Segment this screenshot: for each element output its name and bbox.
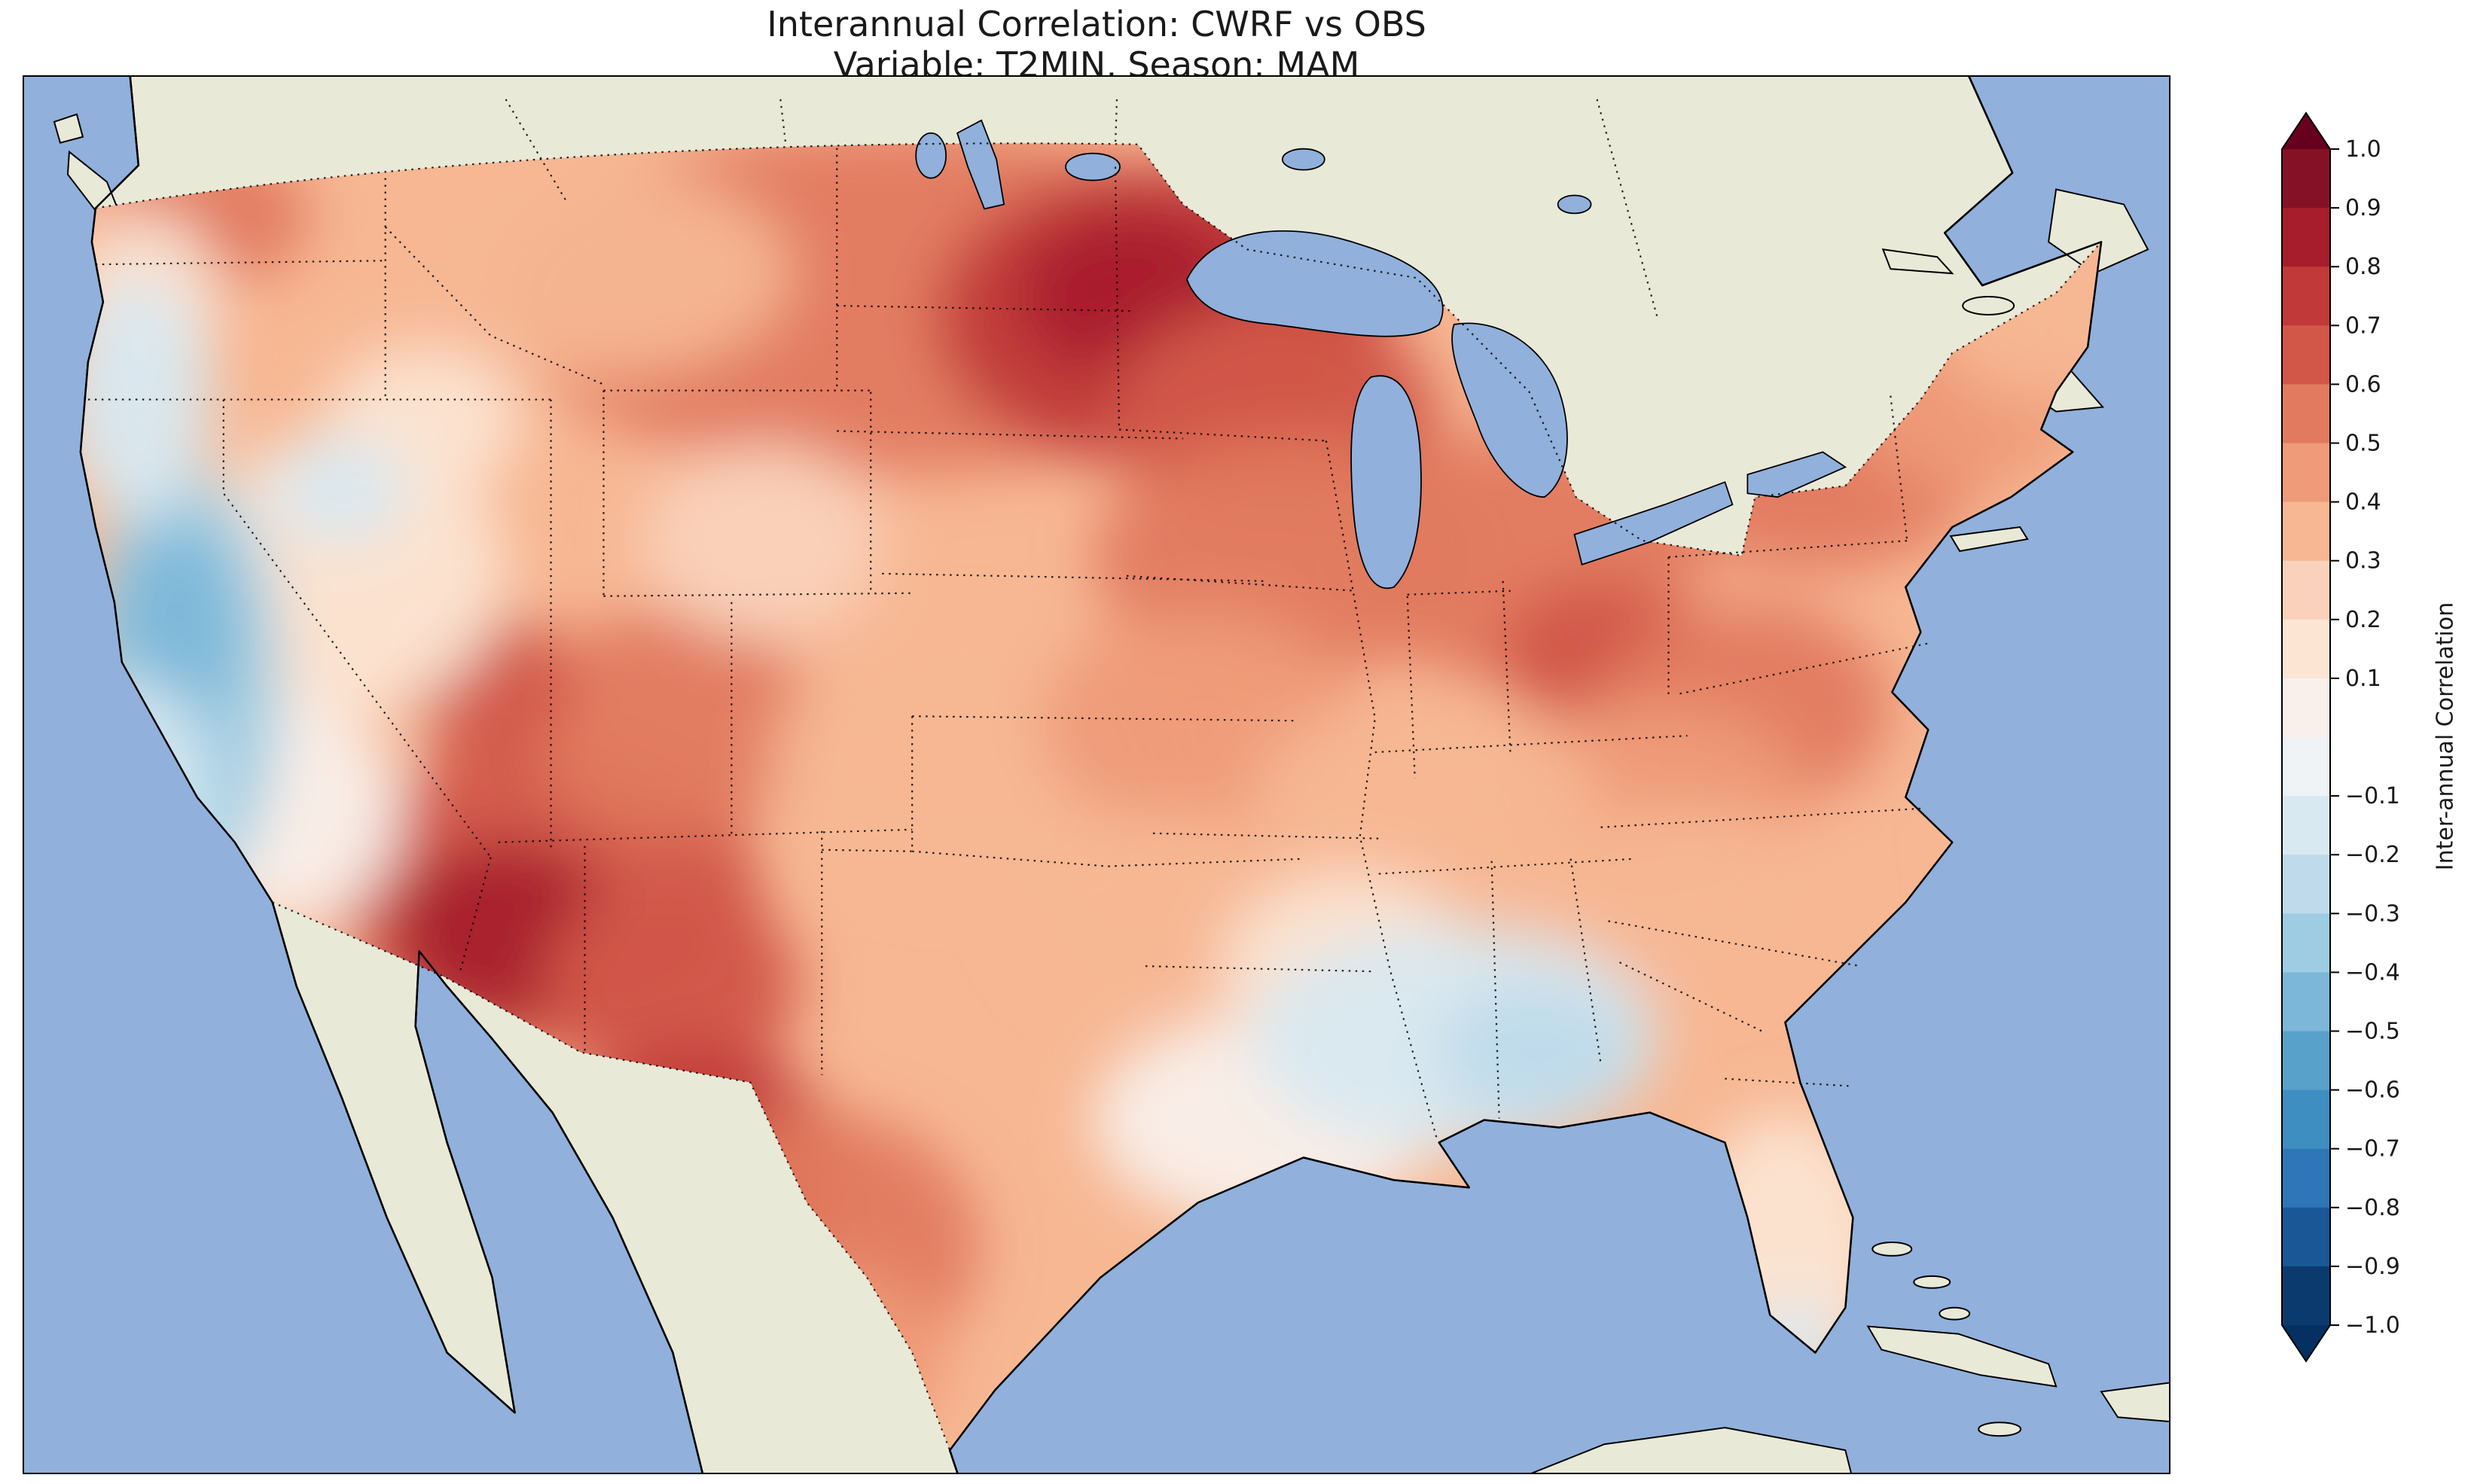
colorbar-tick-label: −1.0 — [2345, 1312, 2400, 1339]
colorbar-tick-label: 0.1 — [2345, 666, 2381, 692]
colorbar-tick-label: −0.3 — [2345, 900, 2400, 927]
colorbar-bin — [2282, 325, 2330, 385]
lakes — [915, 119, 1847, 590]
colorbar-bin — [2282, 972, 2330, 1032]
prince-edward-island — [1962, 296, 2015, 315]
colorbar-bin — [2282, 619, 2330, 679]
pacific-island — [53, 113, 84, 144]
colorbar-bin — [2282, 1148, 2330, 1208]
colorbar-tick-label: −0.5 — [2345, 1019, 2400, 1045]
lake-michigan — [1350, 375, 1422, 590]
colorbar-bin — [2282, 1266, 2330, 1326]
correlation-region-wyoming-lighter — [641, 444, 883, 640]
colorbar-tick-label: 0.5 — [2345, 431, 2381, 457]
canadian-lake-2 — [1557, 194, 1592, 215]
colorbar-extend-over — [2282, 113, 2330, 149]
colorbar-bin — [2282, 560, 2330, 620]
state-borders-central — [821, 166, 1438, 1141]
colorbar-bin — [2282, 913, 2330, 973]
colorbar-bin — [2282, 267, 2330, 326]
correlation-region-colorado — [528, 609, 815, 835]
correlation-region-california-blue-core — [117, 527, 239, 723]
bahamas-island-3 — [1939, 1306, 1971, 1321]
colorbar-tick-label: −0.9 — [2345, 1254, 2400, 1280]
colorbar-tick-label: −0.8 — [2345, 1195, 2400, 1221]
colorbar-bin — [2282, 443, 2330, 503]
correlation-region-carolinas — [1536, 804, 1838, 986]
cuba — [1866, 1325, 2058, 1388]
lake-winnipeg — [956, 119, 1005, 210]
colorbar-tick-label: 0.2 — [2345, 607, 2381, 633]
colorbar-bin — [2282, 208, 2330, 267]
colorbar-bin — [2282, 384, 2330, 444]
correlation-region-nevada-blue-spot — [272, 437, 408, 542]
colorbar: 1.0 0.9 0.8 0.7 0.6 0.5 0.4 0.3 0.2 0.1 −0.1 −0.2 −0… — [2274, 111, 2463, 1384]
lake-huron — [1451, 322, 1568, 498]
state-borders-west — [87, 148, 913, 1053]
colorbar-bin — [2282, 678, 2330, 738]
colorbar-bin — [2282, 1207, 2330, 1267]
long-island — [1949, 526, 2029, 553]
lake-ontario — [1746, 451, 1847, 498]
bahamas-island-1 — [1872, 1241, 1913, 1257]
colorbar-bin — [2282, 737, 2330, 797]
hispaniola — [2100, 1382, 2169, 1423]
colorbar-tick-label: −0.2 — [2345, 842, 2400, 868]
admin-borders — [87, 99, 2102, 1451]
correlation-region-east-new-mexico — [543, 879, 800, 1090]
lake-erie — [1573, 481, 1734, 566]
colorbar-tick-label: 1.0 — [2345, 136, 2381, 163]
correlation-region-kentucky-tennessee — [1250, 699, 1597, 895]
lake-superior — [1185, 230, 1444, 337]
colorbar-extend-under — [2282, 1325, 2330, 1361]
colorbar-tick-label: 0.3 — [2345, 548, 2381, 574]
colorbar-bin — [2282, 1089, 2330, 1150]
figure-title-line1: Interannual Correlation: CWRF vs OBS — [767, 4, 1426, 44]
colorbar-tick-label: 0.7 — [2345, 312, 2381, 339]
colorbar-tick-label: 0.6 — [2345, 371, 2381, 398]
colorbar-tick-label: 0.9 — [2345, 195, 2381, 221]
colorbar-tick-label: −0.6 — [2345, 1077, 2400, 1104]
lake-manitoba — [915, 132, 947, 179]
colorbar-tick-label: 0.8 — [2345, 254, 2381, 280]
colorbar-tick-label: 0.4 — [2345, 489, 2381, 516]
colorbar-bin — [2282, 855, 2330, 914]
canadian-lake-1 — [1281, 148, 1325, 171]
colorbar-bin — [2282, 1031, 2330, 1091]
colorbar-bin — [2282, 149, 2330, 209]
colorbar-axis-label: Inter-annual Correlation — [2432, 602, 2459, 871]
colorbar-tick-label: −0.7 — [2345, 1136, 2400, 1163]
colorbar-tick-label: −0.4 — [2345, 959, 2400, 986]
yucatan-coast — [1530, 1427, 1852, 1473]
colorbar-tick-label: −0.1 — [2345, 783, 2400, 809]
state-borders-east — [1374, 395, 1929, 1119]
colorbar-canvas: 1.0 0.9 0.8 0.7 0.6 0.5 0.4 0.3 0.2 0.1 −0.1 −0.2 −0… — [2281, 111, 2400, 1363]
colorbar-bin — [2282, 501, 2330, 562]
us-canada-border — [95, 142, 2102, 557]
coastline — [79, 77, 2103, 1473]
jamaica — [1978, 1422, 2022, 1437]
colorbar-bin — [2282, 796, 2330, 855]
lake-of-the-woods — [1065, 152, 1121, 181]
anticosti-island — [1881, 248, 1954, 275]
correlation-region-montana — [400, 166, 792, 377]
correlation-region-georgia-alabama-blue-core — [1438, 985, 1635, 1120]
bahamas-island-2 — [1913, 1275, 1951, 1289]
map-panel — [23, 75, 2170, 1474]
map-canvas — [24, 77, 2169, 1473]
